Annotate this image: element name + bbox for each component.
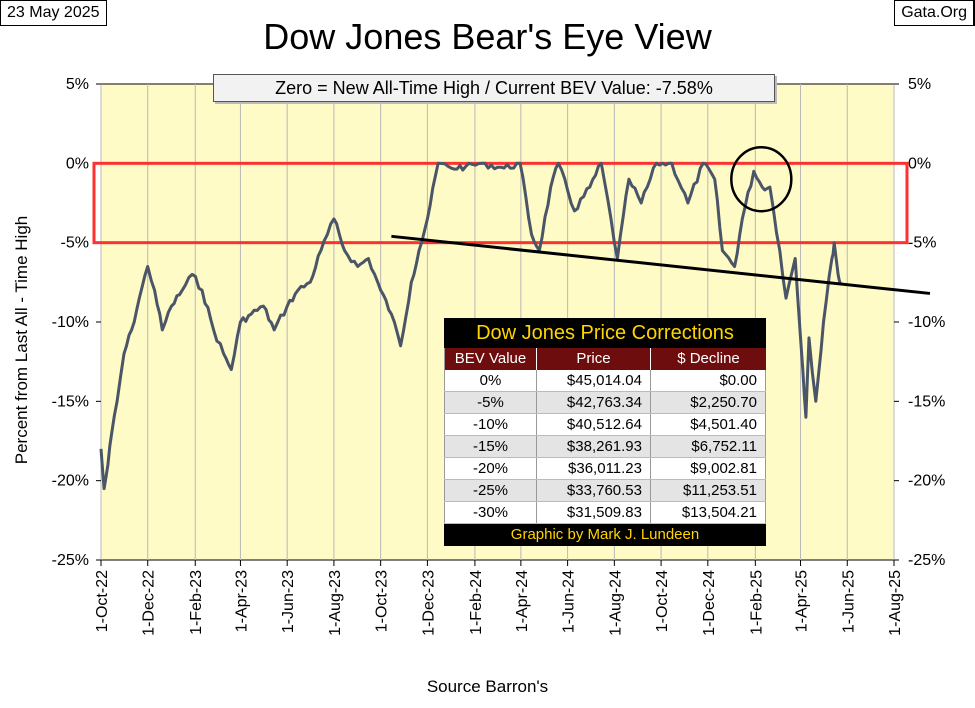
- bev-cell: -5%: [444, 392, 537, 413]
- chart-title: Dow Jones Bear's Eye View: [263, 16, 712, 57]
- y-axis-label: Percent from Last All - Time High: [12, 215, 31, 465]
- x-tick-label: 1-Oct-24: [654, 570, 671, 632]
- highlight-band: [92, 161, 909, 245]
- table-header-decline: $ Decline: [677, 350, 740, 367]
- x-tick-label: 1-Jun-25: [840, 570, 857, 633]
- decline-cell: $11,253.51: [651, 480, 766, 501]
- x-tick-label: 1-Dec-24: [701, 570, 718, 636]
- table-body: 0% $45,014.04 $0.00 -5% $42,763.34 $2,250.70-…: [444, 370, 766, 524]
- x-tick-label: 1-Jun-24: [561, 570, 578, 633]
- price-cell: $40,512.64: [537, 414, 651, 435]
- table-row: 0% $45,014.04 $0.00: [444, 370, 766, 392]
- x-tick-label: 1-Feb-25: [748, 570, 765, 635]
- x-tick-label: 1-Feb-24: [468, 570, 485, 635]
- table-row: -5% $42,763.34 $2,250.70: [444, 392, 766, 414]
- x-tick-label: 1-Feb-23: [188, 570, 205, 635]
- table-row: -15% $38,261.93 $6,752.11: [444, 436, 766, 458]
- price-cell: $38,261.93: [537, 436, 651, 457]
- bev-series-line: [99, 161, 842, 491]
- y-tick-label-left: 5%: [66, 76, 89, 93]
- decline-cell: $6,752.11: [651, 436, 766, 457]
- y-tick-label-left: 0%: [66, 155, 89, 172]
- bev-cell: -20%: [444, 458, 537, 479]
- price-cell: $42,763.34: [537, 392, 651, 413]
- table-row: -20% $36,011.23 $9,002.81: [444, 458, 766, 480]
- x-tick-label: 1-Oct-23: [374, 570, 391, 632]
- x-tick-label: 1-Apr-25: [794, 570, 811, 632]
- circle-annotation: [730, 145, 793, 213]
- trend-line: [391, 234, 931, 295]
- table-row: -30% $31,509.83 $13,504.21: [444, 502, 766, 524]
- bev-cell: -30%: [444, 502, 537, 523]
- y-tick-label-left: -10%: [52, 314, 89, 331]
- x-tick-label: 1-Aug-25: [887, 570, 904, 636]
- table-title: Dow Jones Price Corrections: [444, 318, 766, 348]
- y-tick-label-left: -20%: [52, 473, 89, 490]
- y-tick-label-right: -15%: [908, 393, 945, 410]
- x-tick-label: 1-Apr-24: [514, 570, 531, 632]
- table-footer: Graphic by Mark J. Lundeen: [444, 524, 766, 546]
- y-tick-label-left: -5%: [61, 235, 89, 252]
- price-cell: $36,011.23: [537, 458, 651, 479]
- decline-cell: $9,002.81: [651, 458, 766, 479]
- x-tick-label: 1-Oct-22: [94, 570, 111, 632]
- x-tick-label: 1-Aug-23: [327, 570, 344, 636]
- table-header-row: BEV Value Price $ Decline: [444, 348, 766, 370]
- y-tick-label-right: 0%: [908, 155, 931, 172]
- date-label: 23 May 2025: [0, 0, 107, 26]
- decline-cell: $2,250.70: [651, 392, 766, 413]
- bev-cell: 0%: [444, 370, 537, 391]
- y-tick-label-right: -5%: [908, 235, 936, 252]
- table-header-bev: BEV Value: [444, 348, 537, 370]
- bev-cell: -25%: [444, 480, 537, 501]
- table-header-price: Price: [537, 348, 651, 370]
- bev-cell: -15%: [444, 436, 537, 457]
- table-row: -25% $33,760.53 $11,253.51: [444, 480, 766, 502]
- y-tick-label-right: -20%: [908, 473, 945, 490]
- subtitle-box: Zero = New All-Time High / Current BEV V…: [213, 74, 775, 102]
- x-tick-label: 1-Apr-23: [233, 570, 250, 632]
- y-tick-label-right: -25%: [908, 552, 945, 569]
- y-tick-label-left: -25%: [52, 552, 89, 569]
- x-tick-label: 1-Dec-23: [420, 570, 437, 636]
- y-tick-label-right: 5%: [908, 76, 931, 93]
- bev-cell: -10%: [444, 414, 537, 435]
- price-cell: $33,760.53: [537, 480, 651, 501]
- decline-cell: $0.00: [651, 370, 766, 391]
- decline-cell: $4,501.40: [651, 414, 766, 435]
- x-tick-label: 1-Jun-23: [280, 570, 297, 633]
- price-cell: $45,014.04: [537, 370, 651, 391]
- x-axis-label: Source Barron's: [426, 677, 549, 696]
- site-label: Gata.Org: [894, 0, 975, 26]
- price-corrections-table: Dow Jones Price Corrections BEV Value Pr…: [444, 318, 766, 546]
- price-cell: $31,509.83: [537, 502, 651, 523]
- table-row: -10% $40,512.64 $4,501.40: [444, 414, 766, 436]
- y-tick-label-left: -15%: [52, 393, 89, 410]
- decline-cell: $13,504.21: [651, 502, 766, 523]
- x-tick-label: 1-Dec-22: [141, 570, 158, 636]
- x-tick-label: 1-Aug-24: [607, 570, 624, 636]
- y-tick-label-right: -10%: [908, 314, 945, 331]
